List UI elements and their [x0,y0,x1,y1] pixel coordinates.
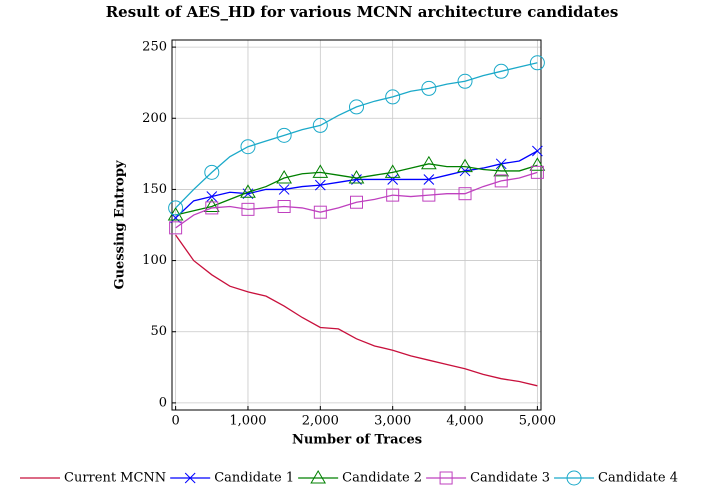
marker [457,73,473,89]
y-tick-label: 200 [142,111,167,126]
legend-label: Candidate 4 [598,471,678,486]
marker [276,127,292,143]
marker [204,164,220,180]
marker [421,80,437,96]
marker [241,202,255,216]
legend-label: Candidate 2 [342,471,422,486]
legend-item: Current MCNN [20,471,166,486]
x-tick-label: 2,000 [302,414,339,429]
marker [566,470,582,486]
series-line [175,171,538,229]
marker [278,184,290,195]
legend-item: Candidate 1 [170,471,294,486]
marker [277,200,291,213]
marker [240,139,256,155]
marker [494,174,508,188]
marker [420,155,437,170]
marker [385,89,401,105]
y-tick-label: 100 [142,253,167,268]
legend-label: Candidate 1 [214,471,294,486]
marker [313,205,327,219]
x-tick-label: 3,000 [374,414,411,429]
marker [384,164,401,178]
x-tick-label: 4,000 [446,414,483,429]
marker [206,191,218,202]
marker [184,472,196,484]
legend-item: Candidate 4 [554,470,678,486]
marker [532,145,543,157]
series-line [175,62,538,209]
plot-frame [171,39,542,411]
marker [348,170,365,184]
x-tick-label: 0 [171,414,179,429]
marker [439,471,453,485]
marker [312,117,328,133]
x-axis-label: Number of Traces [292,433,422,448]
x-tick-label: 5,000 [519,414,556,429]
y-tick-label: 0 [159,395,167,410]
y-tick-label: 150 [142,182,167,197]
marker [422,188,436,202]
series-line [175,234,538,387]
marker [458,187,472,201]
legend: Current MCNN Candidate 1 Candidate 2 Candid… [20,470,678,486]
marker [493,162,510,177]
marker [493,63,509,79]
marker [457,158,473,173]
marker [312,164,329,178]
marker [205,201,219,215]
marker [314,179,326,191]
marker [349,99,364,115]
marker [423,174,435,185]
marker [387,174,399,185]
marker [169,221,183,235]
x-tick-label: 1,000 [229,414,266,429]
legend-item: Candidate 3 [426,471,550,486]
marker [240,184,256,198]
marker [530,165,544,179]
y-tick-label: 250 [142,40,167,55]
marker [350,195,363,209]
chart-title: Result of AES_HD for various MCNN archit… [106,3,619,21]
marker [203,198,220,212]
y-axis-label: Guessing Entropy [113,160,128,289]
marker [276,170,293,184]
legend-label: Current MCNN [64,471,166,486]
y-tick-label: 50 [150,324,167,339]
marker [310,470,327,484]
marker [386,188,400,202]
marker [529,157,546,171]
legend-label: Candidate 3 [470,471,550,486]
marker [168,200,184,216]
legend-item: Candidate 2 [298,470,422,486]
marker [529,55,545,71]
series-line [175,163,538,216]
